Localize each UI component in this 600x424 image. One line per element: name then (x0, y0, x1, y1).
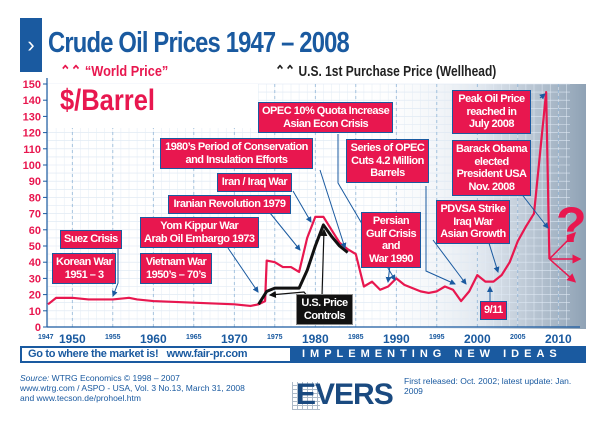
annotation-arrow (519, 191, 549, 229)
y-tick-label: 140 (23, 95, 41, 107)
annotation-suez: Suez Crisis (60, 230, 122, 249)
page-title: Crude Oil Prices 1947 – 2008 (48, 27, 350, 59)
x-tick-label-major: 1960 (140, 332, 167, 345)
source-note: Source: WTRG Economics © 1998 – 2007 www… (20, 373, 245, 403)
annotation-arrow (292, 190, 312, 223)
forecast-arrow (548, 231, 577, 260)
y-tick-label: 20 (29, 290, 41, 302)
y-tick-label: 90 (29, 176, 41, 188)
x-tick-label-major: 1970 (221, 332, 248, 345)
annotation-conservation: 1980’s Period of Conservation and Insula… (160, 138, 313, 169)
annotation-arrow (111, 248, 119, 297)
x-tick-label-minor: 1955 (105, 334, 121, 341)
legend-world-price: ⌃⌃ “World Price” (60, 62, 168, 80)
annotation-arrow (319, 169, 347, 249)
x-tick-label-major: 1990 (383, 332, 410, 345)
us-wellhead-line (257, 223, 349, 306)
source-line: www.wtrg.com / ASPO - USA, Vol. 3 No.13,… (20, 383, 245, 393)
annotation-yom-kippur: Yom Kippur War Arab Oil Embargo 1973 (140, 217, 259, 248)
legend-black-zigzag-icon: ⌃⌃ (275, 63, 299, 80)
y-tick-label: 30 (29, 273, 41, 285)
annotation-arrow (425, 186, 456, 285)
annotation-opec-cuts: Series of OPEC Cuts 4.2 Million Barrels (346, 139, 429, 183)
evers-logo: EVERS (292, 378, 394, 412)
legend: ⌃⌃ “World Price” ⌃⌃ U.S. 1st Purchase Pr… (60, 62, 496, 80)
y-tick-label: 100 (23, 160, 41, 172)
annotation-persian-gulf: Persian Gulf Crisis and War 1990 (361, 212, 421, 268)
annotation-pdvsa: PDVSA Strike Iraq War Asian Growth (436, 200, 510, 244)
y-tick-label: 130 (23, 111, 41, 123)
source-label: Source: (20, 373, 50, 383)
annotation-arrow (227, 247, 259, 293)
annotation-iran-iraq: Iran / Iraq War (217, 173, 292, 192)
fair-pr-link[interactable]: Go to where the market is! www.fair-pr.c… (20, 346, 292, 363)
source-line: and www.tecson.de/prohoel.htm (20, 393, 141, 403)
x-tick-label-minor: 1965 (186, 334, 202, 341)
unit-label: $/Barrel (60, 84, 155, 117)
y-tick-label: 110 (23, 144, 41, 156)
legend-label: U.S. 1st Purchase Price (Wellhead) (298, 63, 497, 80)
slogan-band: IMPLEMENTING NEW IDEAS (292, 346, 586, 363)
annotation-obama: Barack Obama elected President USA Nov. … (452, 140, 532, 196)
question-mark: ? (556, 197, 587, 253)
x-tick-label-minor: 1985 (348, 334, 364, 341)
x-tick-label-minor: 2005 (510, 334, 526, 341)
annotation-opec-quota: OPEC 10% Quota Increase Asian Econ Crisi… (258, 102, 394, 133)
annotation-arrow (432, 239, 467, 285)
legend-red-zigzag-icon: ⌃⌃ (60, 63, 85, 80)
x-tick-label-minor: 1995 (429, 334, 445, 341)
source-line: WTRG Economics © 1998 – 2007 (51, 373, 180, 383)
y-tick-label: 60 (29, 225, 41, 237)
logo-text: EVERS (296, 378, 394, 411)
annotation-price-controls: U.S. Price Controls (296, 294, 353, 325)
price-controls-arrow (320, 228, 328, 297)
y-tick-label: 70 (29, 209, 41, 221)
x-tick-label-major: 1980 (302, 332, 329, 345)
x-tick-label-major: 2000 (464, 332, 491, 345)
annotation-iranian-revolution: Iranian Revolution 1979 (168, 195, 291, 214)
y-tick-label: 10 (29, 306, 41, 318)
annotation-peak-oil: Peak Oil Price reached in July 2008 (452, 90, 531, 134)
annotation-arrow (269, 212, 301, 251)
annotation-korean-war: Korean War 1951 – 3 (52, 253, 117, 284)
x-tick-label-minor: 1975 (267, 334, 283, 341)
y-tick-label: 80 (29, 192, 41, 204)
y-tick-label: 120 (23, 128, 41, 140)
legend-label: “World Price” (84, 63, 169, 80)
x-tick-label-minor: 1947 (38, 334, 54, 341)
legend-us-wellhead: ⌃⌃ U.S. 1st Purchase Price (Wellhead) (275, 62, 496, 80)
annotation-9-11: 9/11 (480, 301, 507, 320)
chevron-icon: › (20, 18, 42, 72)
forecast-arrow (548, 258, 577, 283)
release-note: First released: Oct. 2002; latest update… (404, 376, 572, 396)
annotation-vietnam: Vietnam War 1950’s – 70’s (140, 253, 212, 284)
annotation-arrow (487, 239, 500, 273)
unit-label-backdrop (48, 84, 258, 128)
x-tick-label-major: 2010 (545, 332, 572, 345)
y-tick-label: 0 (35, 322, 41, 334)
y-tick-label: 40 (29, 257, 41, 269)
y-tick-label: 150 (23, 79, 41, 91)
x-tick-label-major: 1950 (59, 332, 86, 345)
annotation-arrow (539, 93, 546, 100)
y-tick-label: 50 (29, 241, 41, 253)
